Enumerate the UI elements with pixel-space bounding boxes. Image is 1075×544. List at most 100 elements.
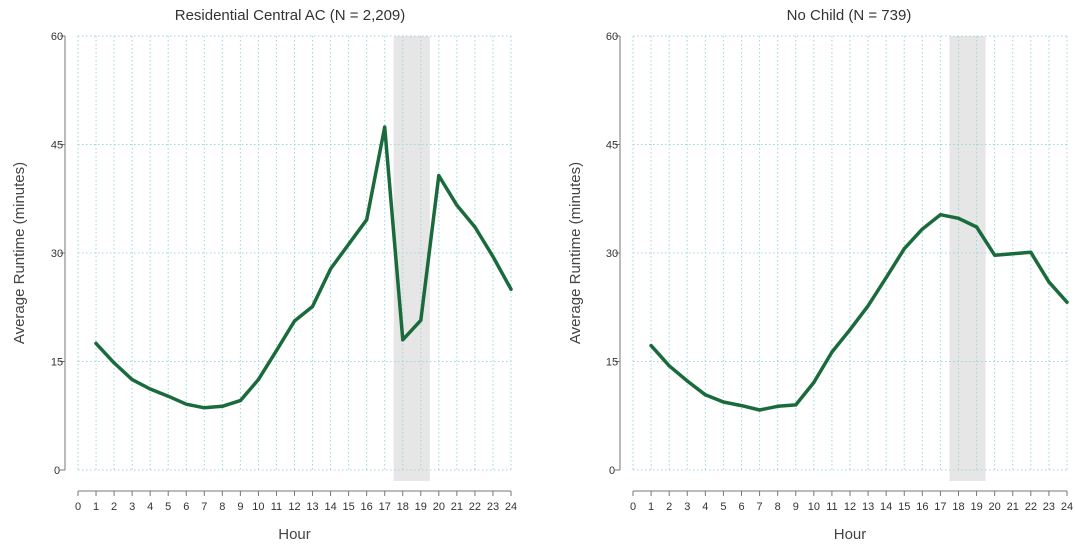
peak-period-band <box>949 36 986 481</box>
y-tick-label: 0 <box>54 465 60 477</box>
y-tick-label: 30 <box>606 248 618 260</box>
x-tick-label: 14 <box>880 501 892 513</box>
x-tick-label: 8 <box>775 501 781 513</box>
x-tick-label: 7 <box>757 501 763 513</box>
data-point <box>184 402 188 406</box>
data-point <box>776 404 780 408</box>
data-point <box>703 393 707 397</box>
x-axis-title: Hour <box>278 526 311 543</box>
x-tick-label: 14 <box>324 501 336 513</box>
x-tick-label: 20 <box>433 501 445 513</box>
y-tick-label: 30 <box>51 248 63 260</box>
chart-title: Residential Central AC (N = 2,209) <box>175 7 406 24</box>
y-tick-label: 45 <box>51 140 63 152</box>
data-point <box>649 343 653 348</box>
x-tick-label: 24 <box>1061 501 1073 513</box>
data-point <box>721 400 726 404</box>
x-tick-label: 10 <box>808 501 820 513</box>
x-tick-label: 11 <box>826 501 837 513</box>
y-tick-label: 45 <box>606 140 618 152</box>
data-point <box>794 403 798 407</box>
runtime-series-line <box>649 212 1069 412</box>
data-point <box>956 216 961 220</box>
data-point <box>220 404 224 408</box>
y-tick-label: 15 <box>51 357 63 369</box>
data-point <box>848 328 852 332</box>
x-tick-label: 23 <box>1043 501 1055 513</box>
x-tick-label: 21 <box>451 501 463 513</box>
data-point <box>455 203 459 207</box>
y-tick-label: 60 <box>51 31 63 43</box>
data-point <box>866 304 870 308</box>
data-point <box>830 350 834 354</box>
data-point <box>1065 300 1069 304</box>
x-tick-label: 22 <box>1025 501 1037 513</box>
peak-period-band <box>393 36 430 481</box>
y-tick-label: 60 <box>606 31 618 43</box>
y-tick-label: 15 <box>606 357 618 369</box>
x-tick-label: 7 <box>201 501 207 513</box>
x-tick-label: 16 <box>361 501 373 513</box>
x-tick-label: 23 <box>487 501 499 513</box>
x-tick-label: 9 <box>793 501 799 513</box>
x-tick-label: 19 <box>415 501 427 513</box>
data-point <box>292 319 297 323</box>
data-point <box>256 377 261 382</box>
data-point <box>310 304 315 309</box>
x-tick-label: 20 <box>989 501 1001 513</box>
x-tick-label: 22 <box>469 501 481 513</box>
y-tick-label: 0 <box>609 465 615 477</box>
x-tick-label: 15 <box>898 501 910 513</box>
x-tick-label: 18 <box>397 501 409 513</box>
data-point <box>938 213 943 217</box>
data-point <box>130 377 134 382</box>
x-tick-label: 0 <box>75 501 81 513</box>
data-point <box>757 408 762 412</box>
data-point <box>1029 250 1033 254</box>
data-point <box>491 255 495 259</box>
data-point <box>202 406 206 410</box>
chart-title: No Child (N = 739) <box>787 7 912 24</box>
x-tick-label: 24 <box>505 501 517 513</box>
x-tick-label: 19 <box>970 501 982 513</box>
x-tick-label: 9 <box>237 501 243 513</box>
data-point <box>112 361 116 365</box>
x-tick-label: 17 <box>934 501 946 513</box>
data-point <box>328 267 333 271</box>
x-tick-label: 5 <box>720 501 726 513</box>
data-point <box>920 227 924 231</box>
x-tick-label: 13 <box>862 501 874 513</box>
data-point <box>365 218 369 222</box>
data-point <box>238 398 242 403</box>
data-point <box>473 225 477 229</box>
x-tick-label: 1 <box>93 501 99 513</box>
x-tick-label: 12 <box>844 501 856 513</box>
x-tick-label: 6 <box>738 501 744 513</box>
data-point <box>419 318 423 322</box>
x-tick-label: 6 <box>183 501 189 513</box>
data-point <box>739 404 744 408</box>
data-point <box>974 225 979 229</box>
x-tick-label: 4 <box>702 501 708 513</box>
data-point <box>509 287 513 291</box>
x-tick-label: 2 <box>111 501 117 513</box>
x-tick-label: 11 <box>271 501 282 513</box>
runtime-series-line <box>94 125 513 410</box>
data-point <box>274 349 279 353</box>
x-tick-label: 17 <box>379 501 391 513</box>
x-tick-label: 15 <box>343 501 355 513</box>
data-point <box>1011 252 1015 256</box>
data-point <box>884 275 888 280</box>
x-tick-label: 8 <box>219 501 225 513</box>
x-tick-label: 12 <box>288 501 300 513</box>
data-point <box>401 338 405 342</box>
x-tick-label: 10 <box>252 501 264 513</box>
data-point <box>383 125 387 129</box>
data-point <box>667 364 671 368</box>
x-tick-label: 3 <box>684 501 690 513</box>
data-point <box>94 341 98 346</box>
data-point <box>148 387 152 391</box>
y-axis-title: Average Runtime (minutes) <box>11 162 28 344</box>
data-point <box>902 247 906 251</box>
